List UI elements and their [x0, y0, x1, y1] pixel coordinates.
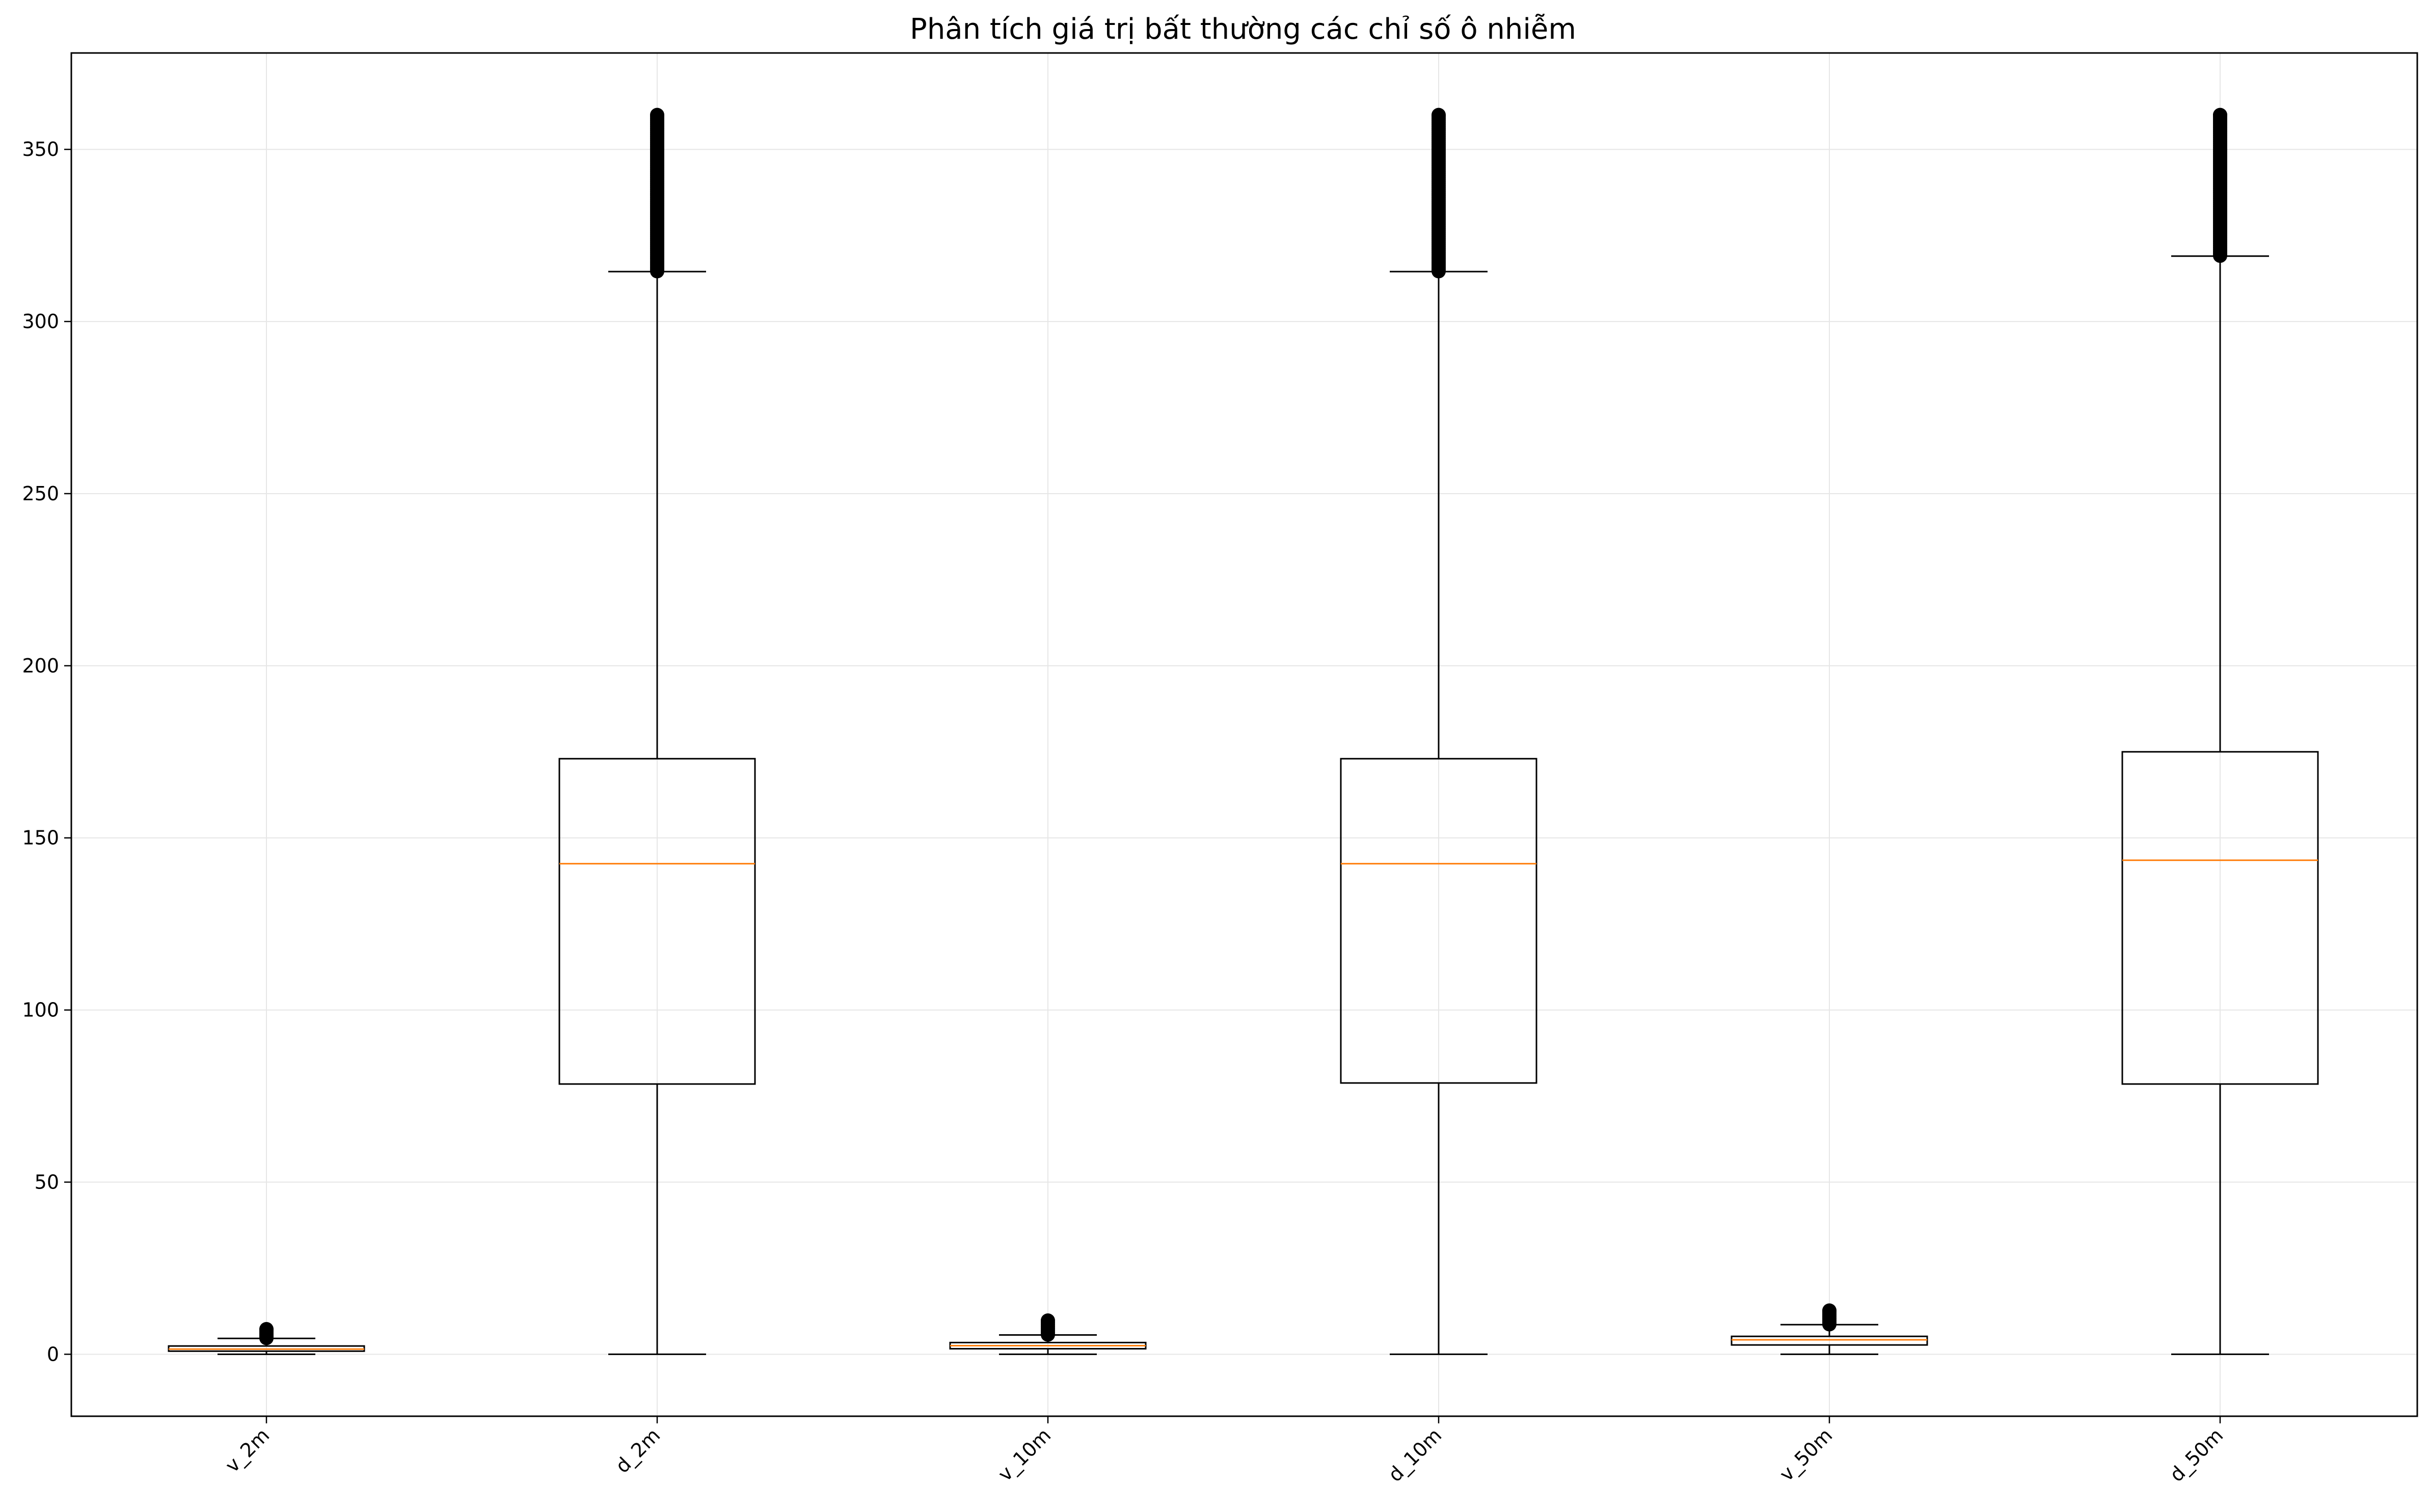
- x-tick-label: d_10m: [1384, 1424, 1446, 1486]
- box-v_50m: [1731, 1303, 1928, 1355]
- box-iqr: [2121, 751, 2319, 1085]
- x-tick-label: v_50m: [1775, 1424, 1837, 1486]
- box-v_2m: [168, 1322, 365, 1355]
- outlier-point: [1432, 107, 1446, 122]
- axes-layer: [70, 52, 2418, 1417]
- y-tick-label: 350: [22, 138, 59, 160]
- outlier-point: [650, 107, 664, 122]
- grid-layer: [71, 53, 2417, 1416]
- y-tick-label: 50: [35, 1171, 59, 1193]
- y-tick-label: 200: [22, 655, 59, 677]
- y-tick-label: 150: [22, 827, 59, 849]
- box-d_50m: [2121, 107, 2319, 1355]
- x-tick-label: v_2m: [221, 1424, 274, 1477]
- outlier-point: [259, 1322, 274, 1337]
- box-iqr: [558, 758, 756, 1085]
- x-tick-label: v_10m: [994, 1424, 1056, 1486]
- outlier-point: [2213, 107, 2227, 122]
- outlier-point: [1822, 1303, 1837, 1318]
- y-tick-label: 250: [22, 482, 59, 505]
- box-d_10m: [1340, 107, 1537, 1355]
- chart-title: Phân tích giá trị bất thường các chỉ số …: [910, 13, 1576, 46]
- y-tick-label: 300: [22, 310, 59, 333]
- x-tick-label: d_50m: [2165, 1424, 2227, 1486]
- x-tick-label: d_2m: [611, 1424, 664, 1477]
- box-layer: [168, 107, 2319, 1355]
- tick-layer: 0 50 100 150 200 250 300 350 v_2m d_2m v_10m d_10m v…: [22, 138, 2227, 1486]
- outlier-point: [1041, 1313, 1055, 1328]
- box-v_10m: [949, 1313, 1147, 1355]
- box-iqr: [1340, 758, 1537, 1084]
- y-tick-label: 100: [22, 999, 59, 1021]
- y-tick-label: 0: [47, 1343, 59, 1365]
- plot-frame: [70, 52, 2418, 1417]
- box-d_2m: [558, 107, 756, 1355]
- box-iqr: [1731, 1335, 1928, 1346]
